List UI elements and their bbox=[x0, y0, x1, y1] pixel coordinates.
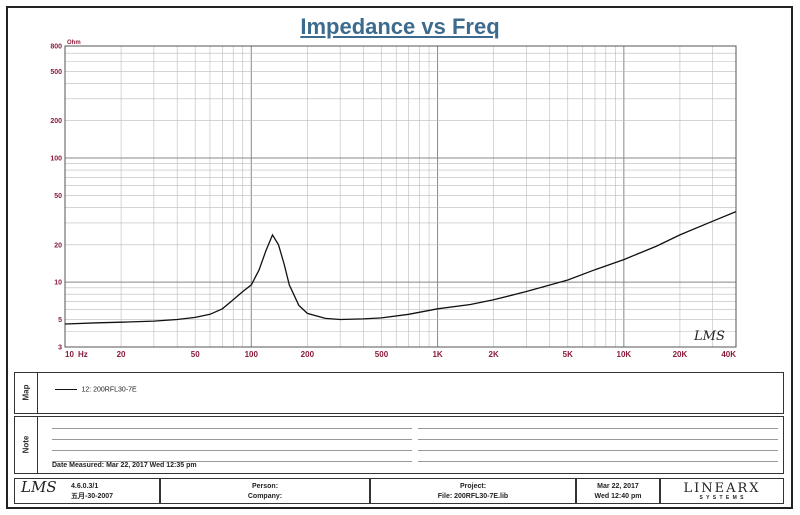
y-tick-label: 500 bbox=[50, 69, 62, 76]
x-tick-label: 500 bbox=[375, 350, 389, 359]
footer-project-cell: Project: File: 200RFL30-7E.lib bbox=[370, 478, 576, 504]
note-line bbox=[52, 450, 412, 461]
brand-subtitle: S Y S T E M S bbox=[699, 495, 745, 501]
footer-time: Wed 12:40 pm bbox=[594, 493, 642, 500]
x-tick-label: 50 bbox=[191, 350, 200, 359]
y-tick-labels: 800 500 200 100 50 20 10 5 3 bbox=[50, 44, 62, 352]
x-tick-labels: 10 20 50 100 200 500 1K 2K 5K 10K 20K 40K bbox=[65, 350, 736, 359]
footer-brand-cell: LINEARX S Y S T E M S bbox=[660, 478, 784, 504]
legend-series-name: 12: 200RFL30-7E bbox=[81, 386, 137, 394]
file-label: File: 200RFL30-7E.lib bbox=[437, 493, 509, 500]
project-label: Project: bbox=[459, 483, 487, 490]
map-panel bbox=[14, 372, 784, 414]
x-unit-label: Hz bbox=[78, 350, 88, 359]
x-tick-label: 1K bbox=[432, 350, 442, 359]
company-label: Company: bbox=[247, 493, 283, 500]
person-label: Person: bbox=[251, 483, 279, 490]
note-line bbox=[52, 428, 412, 439]
brand-name: LINEARX bbox=[683, 481, 761, 496]
x-tick-label: 200 bbox=[301, 350, 315, 359]
map-label-box bbox=[14, 372, 38, 414]
y-tick-label: 3 bbox=[58, 345, 62, 352]
y-tick-label: 50 bbox=[54, 193, 62, 200]
grid-lines bbox=[64, 45, 737, 348]
x-tick-label: 40K bbox=[721, 350, 736, 359]
footer-logo-cell: LMS 4.6.0.3/1 五月-30-2007 bbox=[14, 478, 160, 504]
note-line bbox=[418, 461, 778, 472]
y-tick-label: 10 bbox=[54, 280, 62, 287]
y-unit-label: Ohm bbox=[67, 40, 81, 46]
note-label: Note bbox=[21, 435, 31, 454]
y-tick-label: 20 bbox=[54, 242, 62, 249]
y-tick-label: 200 bbox=[50, 118, 62, 125]
y-tick-label: 800 bbox=[50, 44, 62, 51]
x-tick-label: 10 bbox=[65, 350, 74, 359]
x-tick-label: 10K bbox=[617, 350, 632, 359]
note-line bbox=[418, 439, 778, 450]
footer-date: Mar 22, 2017 bbox=[597, 483, 639, 490]
footer-person-cell: Person: Company: bbox=[160, 478, 370, 504]
note-lines-left bbox=[52, 428, 412, 472]
note-lines-right bbox=[418, 428, 778, 472]
footer-date-cell: Mar 22, 2017 Wed 12:40 pm bbox=[576, 478, 660, 504]
y-tick-label: 5 bbox=[58, 317, 62, 324]
date-measured: Date Measured: Mar 22, 2017 Wed 12:35 pm bbox=[52, 462, 197, 469]
chart-title: Impedance vs Freq bbox=[300, 14, 500, 39]
note-line bbox=[52, 439, 412, 450]
x-tick-label: 2K bbox=[489, 350, 499, 359]
x-tick-label: 20 bbox=[117, 350, 126, 359]
note-panel bbox=[14, 416, 784, 474]
lms-watermark: LMS bbox=[693, 329, 725, 344]
footer-version-date: 五月-30-2007 bbox=[71, 493, 114, 500]
x-tick-label: 5K bbox=[563, 350, 573, 359]
legend-entry: 12: 200RFL30-7E bbox=[55, 381, 137, 394]
map-label: Map bbox=[21, 384, 31, 401]
series-line-12 bbox=[64, 210, 737, 325]
note-line bbox=[418, 450, 778, 461]
y-tick-label: 100 bbox=[50, 156, 62, 163]
plot-area-border bbox=[64, 45, 737, 348]
x-tick-label: 20K bbox=[673, 350, 688, 359]
footer-logo: LMS bbox=[21, 478, 57, 496]
note-label-box bbox=[14, 416, 38, 474]
note-line bbox=[418, 428, 778, 439]
legend-line-swatch bbox=[55, 389, 77, 391]
footer-version: 4.6.0.3/1 bbox=[71, 483, 99, 490]
x-tick-label: 100 bbox=[245, 350, 259, 359]
note-line bbox=[52, 461, 412, 472]
